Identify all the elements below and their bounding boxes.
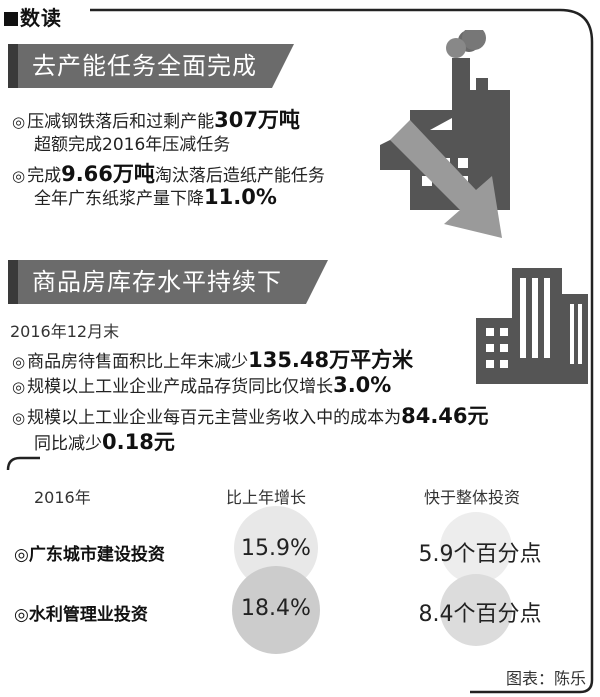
section1-item-2: 超额完成2016年压减任务: [34, 135, 231, 155]
section1-item-1: ◎ 压减钢铁落后和过剩产能307万吨: [12, 108, 300, 132]
background-circles: [232, 506, 512, 654]
section1-banner: 去产能任务全面完成: [8, 44, 294, 88]
section2-item-2: ◎ 规模以上工业企业产成品存货同比仅增长3.0%: [12, 373, 392, 397]
section2-item-4: 同比减少0.18元: [34, 430, 175, 454]
table-row-1-faster: 5.9个百分点: [418, 542, 542, 567]
table-row-2-growth: 18.4%: [241, 596, 311, 621]
table-header-year: 2016年: [34, 488, 91, 507]
credit-line: 图表：陈乐: [505, 669, 586, 688]
table-row-1-label: ◎广东城市建设投资: [14, 545, 165, 565]
section2-banner: 商品房库存水平持续下降: [8, 260, 328, 340]
table-header-growth: 比上年增长: [226, 488, 307, 507]
section2-item-3: ◎ 规模以上工业企业每百元主营业务收入中的成本为84.46元: [12, 404, 489, 428]
down-arrow-icon: [390, 120, 502, 238]
table-row-2-faster: 8.4个百分点: [418, 602, 542, 627]
buildings-icon: [476, 268, 588, 384]
table-header-faster: 快于整体投资: [424, 488, 521, 507]
section1-item-3: ◎ 完成9.66万吨淘汰落后造纸产能任务: [12, 162, 325, 186]
section1-item-4: 全年广东纸浆产量下降11.0%: [34, 185, 277, 209]
section2-date: 2016年12月末: [10, 322, 120, 341]
header-title: 数读: [4, 2, 62, 31]
table-row-2-label: ◎水利管理业投资: [14, 605, 148, 625]
section2-item-1: ◎ 商品房待售面积比上年末减少135.48万平方米: [12, 348, 414, 372]
table-row-1-growth: 15.9%: [241, 536, 311, 561]
